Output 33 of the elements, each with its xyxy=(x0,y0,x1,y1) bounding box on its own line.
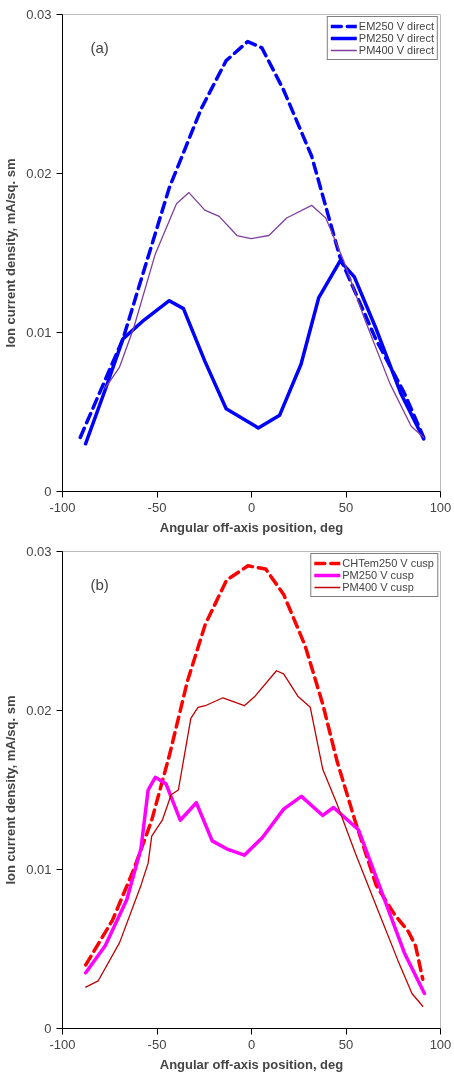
y-axis-title: Ion current density, mA/sq. sm xyxy=(3,695,19,885)
line-series xyxy=(85,670,424,1007)
x-tick-label: -50 xyxy=(147,499,167,515)
y-tick-label: 0 xyxy=(44,1021,52,1036)
y-tick-label: 0.01 xyxy=(26,325,52,340)
line-series xyxy=(104,191,425,439)
y-tick-label: 0.01 xyxy=(26,862,52,877)
x-tick-label: 100 xyxy=(429,1036,452,1052)
x-tick-label: 50 xyxy=(338,1036,354,1052)
y-tick-label: 0.02 xyxy=(26,703,52,718)
x-tick-label: 0 xyxy=(247,1036,256,1052)
legend-label: EM250 V direct xyxy=(358,20,434,32)
y-tick-label: 0 xyxy=(44,484,52,499)
x-axis-title: Angular off-axis position, deg xyxy=(159,519,344,535)
y-tick-label: 0.03 xyxy=(26,7,52,22)
y-axis-title: Ion current density, mA/sq. sm xyxy=(3,158,19,348)
legend-label: PM250 V direct xyxy=(358,32,434,44)
annotation: (b) xyxy=(90,575,109,593)
x-axis-title: Angular off-axis position, deg xyxy=(159,1056,344,1072)
y-tick-label: 0.03 xyxy=(26,544,52,559)
x-tick-label: -100 xyxy=(49,499,76,515)
x-tick-label: 0 xyxy=(247,499,256,515)
x-tick-label: -50 xyxy=(147,1036,167,1052)
annotation: (a) xyxy=(90,38,109,56)
legend-label: PM400 V direct xyxy=(358,44,434,56)
line-series xyxy=(84,775,427,996)
x-tick-label: -100 xyxy=(49,1036,76,1052)
y-tick-label: 0.02 xyxy=(26,166,52,181)
legend-label: PM400 V cusp xyxy=(342,581,414,593)
legend-label: CHTem250 V cusp xyxy=(342,557,434,569)
x-tick-label: 50 xyxy=(338,499,354,515)
x-tick-label: 100 xyxy=(429,499,452,515)
legend-label: PM250 V cusp xyxy=(342,569,414,581)
